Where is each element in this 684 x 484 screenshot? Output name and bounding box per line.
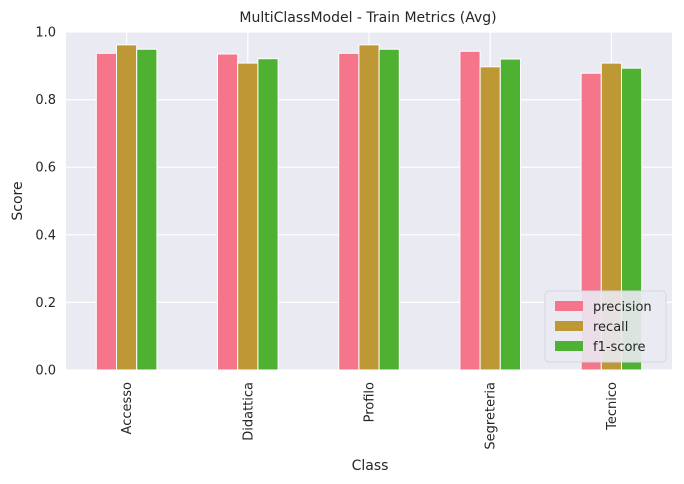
- y-axis-label: Score: [10, 181, 26, 220]
- legend-label-recall: recall: [593, 320, 628, 335]
- y-tick-label: 0.6: [35, 161, 56, 176]
- y-tick-label: 0.0: [35, 364, 56, 379]
- bar-recall-didattica: [237, 62, 259, 371]
- y-tick-label: 1.0: [35, 26, 56, 41]
- y-tick-labels: 0.0 0.2 0.4 0.6 0.8 1.0: [35, 26, 56, 379]
- bar-precision-profilo: [338, 52, 360, 371]
- x-tick-label: Accesso: [120, 382, 135, 435]
- legend-label-f1-score: f1-score: [593, 340, 645, 355]
- bar-f1-score-segreteria: [499, 58, 521, 371]
- bar-recall-accesso: [116, 44, 138, 371]
- bar-precision-segreteria: [459, 50, 481, 371]
- y-tick-label: 0.4: [35, 228, 56, 243]
- y-tick-label: 0.2: [35, 296, 56, 311]
- bar-precision-didattica: [217, 53, 239, 371]
- bar-precision-accesso: [95, 52, 118, 371]
- chart-title: MultiClassModel - Train Metrics (Avg): [239, 10, 496, 26]
- bar-recall-segreteria: [479, 66, 501, 371]
- x-axis-label: Class: [352, 458, 389, 474]
- legend-swatch-f1-score: [555, 341, 583, 351]
- x-tick-label: Tecnico: [605, 382, 620, 431]
- legend-swatch-precision: [555, 301, 583, 311]
- x-tick-label: Didattica: [241, 382, 256, 441]
- bar-recall-profilo: [358, 44, 380, 371]
- legend: precision recall f1-score: [544, 290, 667, 363]
- x-tick-labels: Accesso Didattica Profilo Segreteria Tecnico: [120, 382, 620, 450]
- legend-swatch-recall: [555, 321, 583, 331]
- bar-f1-score-didattica: [257, 58, 279, 371]
- y-tick-label: 0.8: [35, 93, 56, 108]
- x-tick-label: Profilo: [363, 382, 378, 422]
- x-tick-label: Segreteria: [484, 382, 499, 450]
- legend-label-precision: precision: [593, 300, 652, 315]
- bar-f1-score-profilo: [378, 48, 400, 371]
- bar-f1-score-accesso: [136, 48, 158, 371]
- bars: [95, 44, 643, 371]
